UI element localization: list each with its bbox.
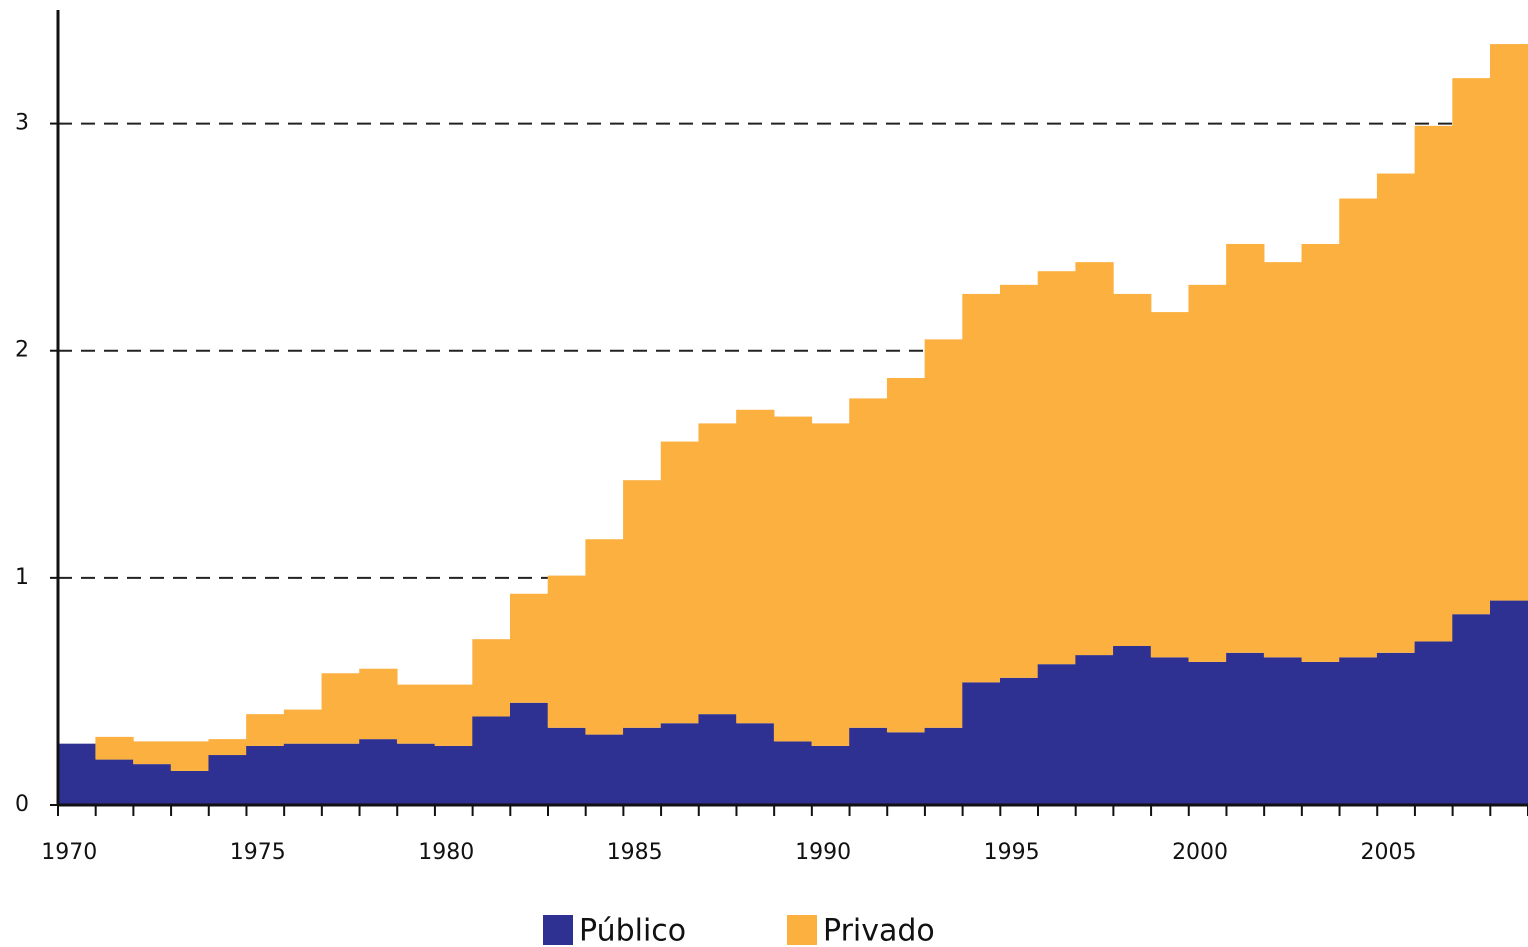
- bar-segment: [1000, 677, 1039, 805]
- bar-segment: [849, 398, 888, 728]
- bar-segment: [1490, 600, 1528, 805]
- x-tick-label: 2005: [1361, 840, 1417, 865]
- bar-segment: [1376, 173, 1416, 653]
- bar-segment: [1376, 652, 1416, 805]
- legend-swatch: [787, 915, 817, 945]
- bar-segment: [510, 702, 549, 805]
- bar-segment: [472, 639, 511, 717]
- bar-segment: [208, 739, 247, 756]
- bar-segment: [170, 770, 210, 805]
- bar-segment: [886, 377, 926, 733]
- x-tick-label: 1970: [41, 840, 97, 865]
- bar-segment: [1452, 78, 1491, 615]
- bar-segment: [434, 684, 473, 746]
- bar-segment: [1263, 262, 1303, 658]
- bar-segment: [773, 416, 813, 742]
- bar-segment: [962, 293, 1001, 683]
- bar-segment: [359, 739, 398, 805]
- x-tick-label: 1995: [984, 840, 1040, 865]
- bar-segment: [1037, 271, 1076, 665]
- bar-segment: [1301, 243, 1340, 662]
- bar-segment: [1075, 262, 1114, 656]
- bar-segment: [1414, 641, 1453, 805]
- bar-segment: [1000, 284, 1039, 678]
- bar-segment: [1414, 125, 1453, 642]
- bar-segment: [170, 741, 210, 771]
- bar-segment: [510, 593, 549, 703]
- x-tick-label: 1980: [418, 840, 474, 865]
- legend-swatch: [543, 915, 573, 945]
- bar-segment: [1263, 657, 1303, 805]
- legend-label: Privado: [823, 914, 935, 947]
- bar-segment: [434, 745, 473, 805]
- bar-segment: [1113, 293, 1152, 646]
- bar-segment: [1113, 646, 1152, 805]
- bar-segment: [660, 441, 700, 724]
- bar-segment: [396, 743, 436, 805]
- x-tick-label: 2000: [1172, 840, 1228, 865]
- bar-segment: [1339, 198, 1378, 658]
- bar-segment: [773, 741, 813, 805]
- bar-segment: [321, 743, 360, 805]
- bar-segment: [1188, 284, 1227, 662]
- y-tick-label: 2: [15, 338, 29, 363]
- bar-segment: [283, 709, 323, 744]
- bar-segment: [95, 759, 134, 805]
- bar-segment: [359, 668, 398, 740]
- y-tick-label: 0: [15, 792, 29, 817]
- bar-segment: [547, 727, 586, 805]
- bar-segment: [924, 339, 963, 728]
- bar-segment: [886, 732, 926, 805]
- bar-segment: [623, 727, 662, 805]
- bar-segment: [1150, 312, 1190, 658]
- bar-segment: [698, 423, 737, 715]
- bar-segment: [396, 684, 436, 744]
- bar-segment: [1452, 614, 1491, 805]
- x-tick-label: 1975: [230, 840, 286, 865]
- x-tick-label: 1990: [795, 840, 851, 865]
- bar-segment: [1226, 243, 1265, 653]
- y-tick-label: 1: [15, 565, 29, 590]
- bar-segment: [472, 716, 511, 805]
- bar-segment: [1339, 657, 1378, 805]
- bar-segment: [1150, 657, 1190, 805]
- x-tick-label: 1985: [607, 840, 663, 865]
- bar-segment: [133, 741, 172, 765]
- bar-segment: [547, 575, 586, 728]
- bar-segment: [698, 714, 737, 805]
- bar-segment: [1490, 44, 1528, 601]
- bar-segment: [208, 755, 247, 805]
- bar-segment: [660, 723, 700, 805]
- bar-segment: [1188, 661, 1227, 805]
- bar-segment: [924, 727, 963, 805]
- bar-segment: [246, 745, 285, 805]
- bar-segment: [585, 539, 624, 735]
- bar-segment: [321, 673, 360, 744]
- bar-segment: [1037, 664, 1076, 805]
- bar-segment: [95, 736, 134, 760]
- bar-segment: [736, 723, 775, 805]
- bar-segment: [736, 409, 775, 724]
- bar-segment: [246, 714, 285, 746]
- y-tick-label: 3: [15, 111, 29, 136]
- bar-segment: [811, 745, 850, 805]
- bar-segment: [623, 480, 662, 728]
- bar-segment: [1075, 655, 1114, 805]
- bar-segment: [283, 743, 323, 805]
- bar-segment: [811, 423, 850, 746]
- legend-label: Público: [579, 914, 686, 947]
- bar-segment: [57, 743, 96, 805]
- bar-segment: [1301, 661, 1340, 805]
- bar-segment: [1226, 652, 1265, 805]
- bar-segment: [849, 727, 888, 805]
- bar-segment: [133, 764, 172, 805]
- bar-segment: [585, 734, 624, 805]
- bar-segment: [962, 682, 1001, 805]
